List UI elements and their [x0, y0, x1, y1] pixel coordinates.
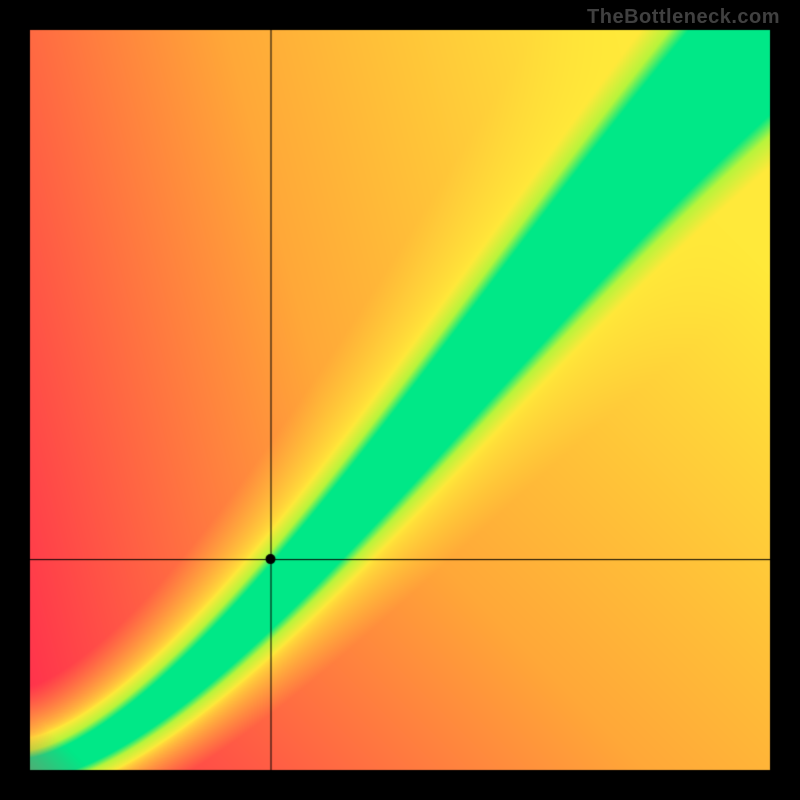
- watermark-text: TheBottleneck.com: [587, 6, 780, 29]
- bottleneck-heatmap: [0, 0, 800, 800]
